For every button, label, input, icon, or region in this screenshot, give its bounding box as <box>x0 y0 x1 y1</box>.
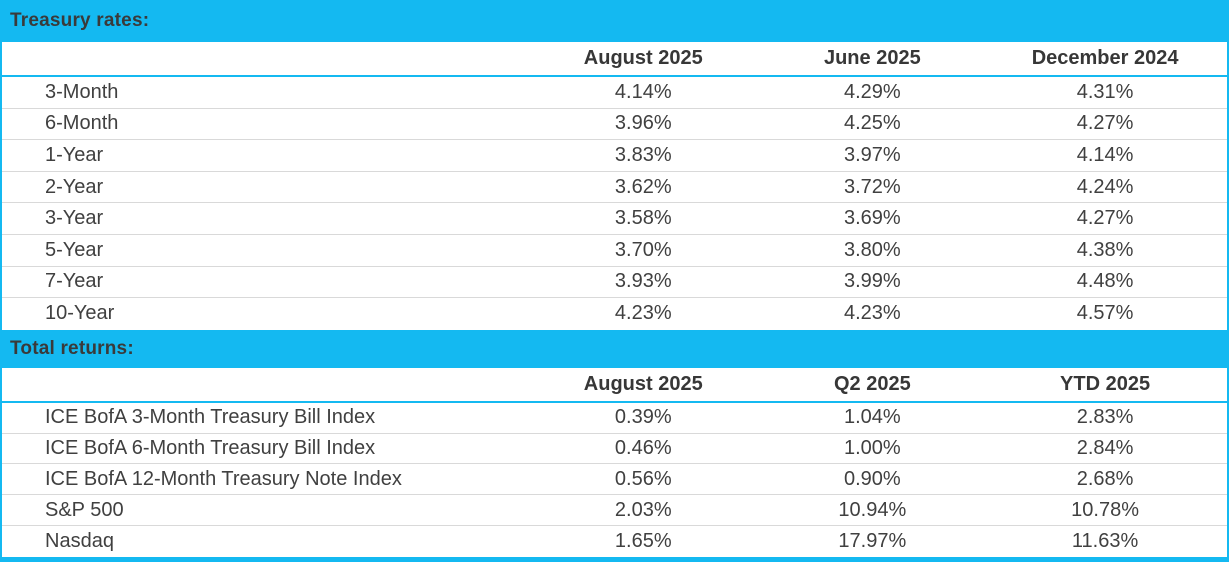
cell-value: 1.65% <box>614 529 672 552</box>
row-label: 6-Month <box>45 112 119 135</box>
row-label: ICE BofA 6-Month Treasury Bill Index <box>45 436 376 459</box>
cell-value: 0.90% <box>843 467 901 490</box>
cell-value: 2.68% <box>1076 467 1134 490</box>
total-returns-section-band: Total returns: <box>0 329 1229 368</box>
cell-value: 4.24% <box>1076 175 1134 198</box>
header-cell-ytd-2025: YTD 2025 <box>1060 372 1151 395</box>
cell-value: 4.23% <box>614 302 672 325</box>
table-row-ice-bofa-3-month: ICE BofA 3-Month Treasury Bill Index 0.3… <box>2 402 1227 434</box>
table-row-nasdaq: Nasdaq 1.65% 17.97% 11.63% <box>2 525 1227 557</box>
cell-value: 10.94% <box>838 498 907 521</box>
treasury-rates-header-row: August 2025 June 2025 December 2024 <box>2 42 1227 77</box>
cell-value: 0.39% <box>614 406 672 429</box>
table-row-10-year: 10-Year 4.23% 4.23% 4.57% <box>2 298 1227 330</box>
cell-value: 11.63% <box>1071 529 1139 552</box>
row-label: 1-Year <box>45 143 104 166</box>
cell-value: 4.14% <box>614 80 672 103</box>
header-cell-august-2025: August 2025 <box>583 47 703 69</box>
total-returns-header-row: August 2025 Q2 2025 YTD 2025 <box>2 367 1227 403</box>
table-row-sp-500: S&P 500 2.03% 10.94% 10.78% <box>2 495 1227 526</box>
cell-value: 4.48% <box>1076 270 1134 293</box>
row-label: 7-Year <box>45 270 104 293</box>
cell-value: 4.38% <box>1076 238 1134 261</box>
cell-value: 4.31% <box>1076 80 1134 103</box>
table-row-1-year: 1-Year 3.83% 3.97% 4.14% <box>2 140 1227 172</box>
cell-value: 3.62% <box>614 175 672 198</box>
cell-value: 2.84% <box>1076 436 1134 459</box>
cell-value: 4.29% <box>843 80 901 103</box>
table-row-ice-bofa-6-month: ICE BofA 6-Month Treasury Bill Index 0.4… <box>2 433 1227 465</box>
table-row-6-month: 6-Month 3.96% 4.25% 4.27% <box>2 108 1227 141</box>
cell-value: 10.78% <box>1071 498 1139 521</box>
cell-value: 4.23% <box>843 302 901 325</box>
table-row-ice-bofa-12-month: ICE BofA 12-Month Treasury Note Index 0.… <box>2 464 1227 496</box>
cell-value: 3.97% <box>843 143 901 166</box>
table-row-3-year: 3-Year 3.58% 3.69% 4.27% <box>2 203 1227 235</box>
row-label: ICE BofA 12-Month Treasury Note Index <box>45 467 402 490</box>
cell-value: 0.56% <box>614 467 672 490</box>
row-label: S&P 500 <box>45 498 124 521</box>
header-cell-august-2025: August 2025 <box>583 372 703 395</box>
cell-value: 4.14% <box>1076 143 1134 166</box>
cell-value: 17.97% <box>838 529 907 552</box>
row-label: 5-Year <box>45 238 104 261</box>
row-label: 10-Year <box>45 302 115 325</box>
row-label: 2-Year <box>45 175 104 198</box>
table-row-5-year: 5-Year 3.70% 3.80% 4.38% <box>2 234 1227 267</box>
row-label: ICE BofA 3-Month Treasury Bill Index <box>45 406 376 429</box>
header-cell-june-2025: June 2025 <box>823 47 921 69</box>
cell-value: 3.58% <box>614 207 672 230</box>
table-row-7-year: 7-Year 3.93% 3.99% 4.48% <box>2 266 1227 299</box>
total-returns-table: August 2025 Q2 2025 YTD 2025 ICE BofA 3-… <box>0 367 1229 557</box>
cell-value: 3.69% <box>843 207 901 230</box>
cell-value: 3.70% <box>614 238 672 261</box>
cell-value: 4.25% <box>843 112 901 135</box>
row-label: 3-Month <box>45 80 119 103</box>
header-cell-december-2024: December 2024 <box>1031 47 1179 69</box>
cell-value: 3.72% <box>843 175 901 198</box>
treasury-rates-section-title: Treasury rates: <box>10 10 150 31</box>
table-row-2-year: 2-Year 3.62% 3.72% 4.24% <box>2 171 1227 204</box>
cell-value: 3.99% <box>843 270 901 293</box>
cell-value: 3.80% <box>843 238 901 261</box>
cell-value: 4.57% <box>1076 302 1134 325</box>
cell-value: 3.93% <box>614 270 672 293</box>
header-cell-q2-2025: Q2 2025 <box>833 372 911 395</box>
cell-value: 0.46% <box>614 436 672 459</box>
table-row-3-month: 3-Month 4.14% 4.29% 4.31% <box>2 77 1227 109</box>
cell-value: 3.96% <box>614 112 672 135</box>
cell-value: 3.83% <box>614 143 672 166</box>
treasury-rates-table: August 2025 June 2025 December 2024 3-Mo… <box>0 42 1229 330</box>
cell-value: 4.27% <box>1076 112 1134 135</box>
cell-value: 2.83% <box>1076 406 1134 429</box>
row-label: Nasdaq <box>45 529 114 552</box>
cell-value: 4.27% <box>1076 207 1134 230</box>
row-label: 3-Year <box>45 207 104 230</box>
bottom-accent-bar <box>0 556 1229 562</box>
cell-value: 1.04% <box>843 406 901 429</box>
cell-value: 2.03% <box>614 498 672 521</box>
cell-value: 1.00% <box>843 436 901 459</box>
total-returns-section-title: Total returns: <box>10 337 134 359</box>
treasury-rates-section-band: Treasury rates: <box>0 0 1229 42</box>
